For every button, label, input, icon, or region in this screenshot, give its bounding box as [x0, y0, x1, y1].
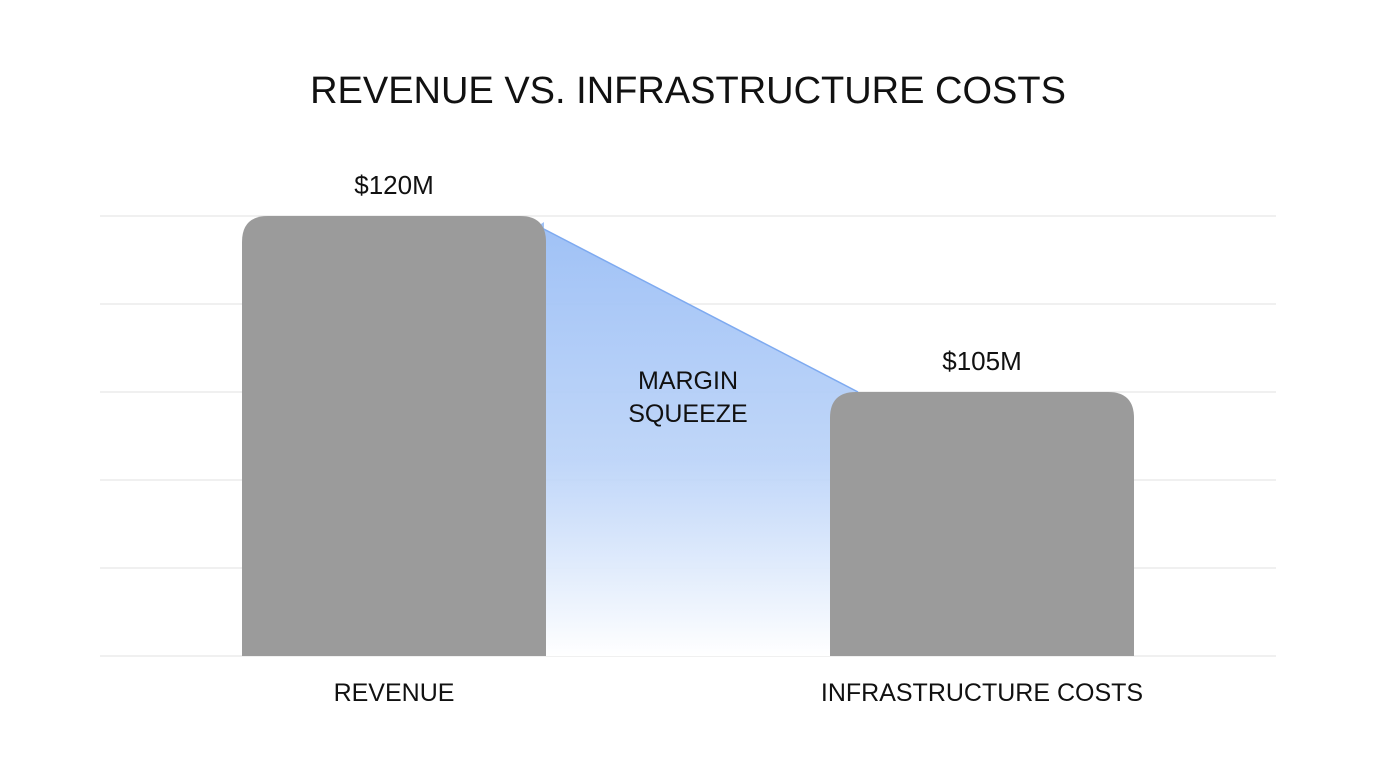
category-label: REVENUE	[334, 679, 455, 707]
chart-title: REVENUE VS. INFRASTRUCTURE COSTS	[310, 70, 1066, 112]
bar-revenue	[242, 216, 546, 656]
margin-gap-line	[537, 225, 859, 393]
data-label: $120M	[354, 170, 434, 200]
margin-gap	[537, 222, 859, 656]
bar-infrastructure-costs	[830, 392, 1134, 656]
margin-gap-area	[538, 222, 858, 656]
data-label: $105M	[942, 346, 1022, 376]
labels: $120M REVENUE $105M INFRASTRUCTURE COSTS	[334, 170, 1144, 707]
category-label: INFRASTRUCTURE COSTS	[821, 679, 1143, 707]
annotation-line-1: MARGIN	[638, 367, 738, 395]
annotation-line-2: SQUEEZE	[628, 400, 747, 428]
bars	[242, 216, 1134, 656]
